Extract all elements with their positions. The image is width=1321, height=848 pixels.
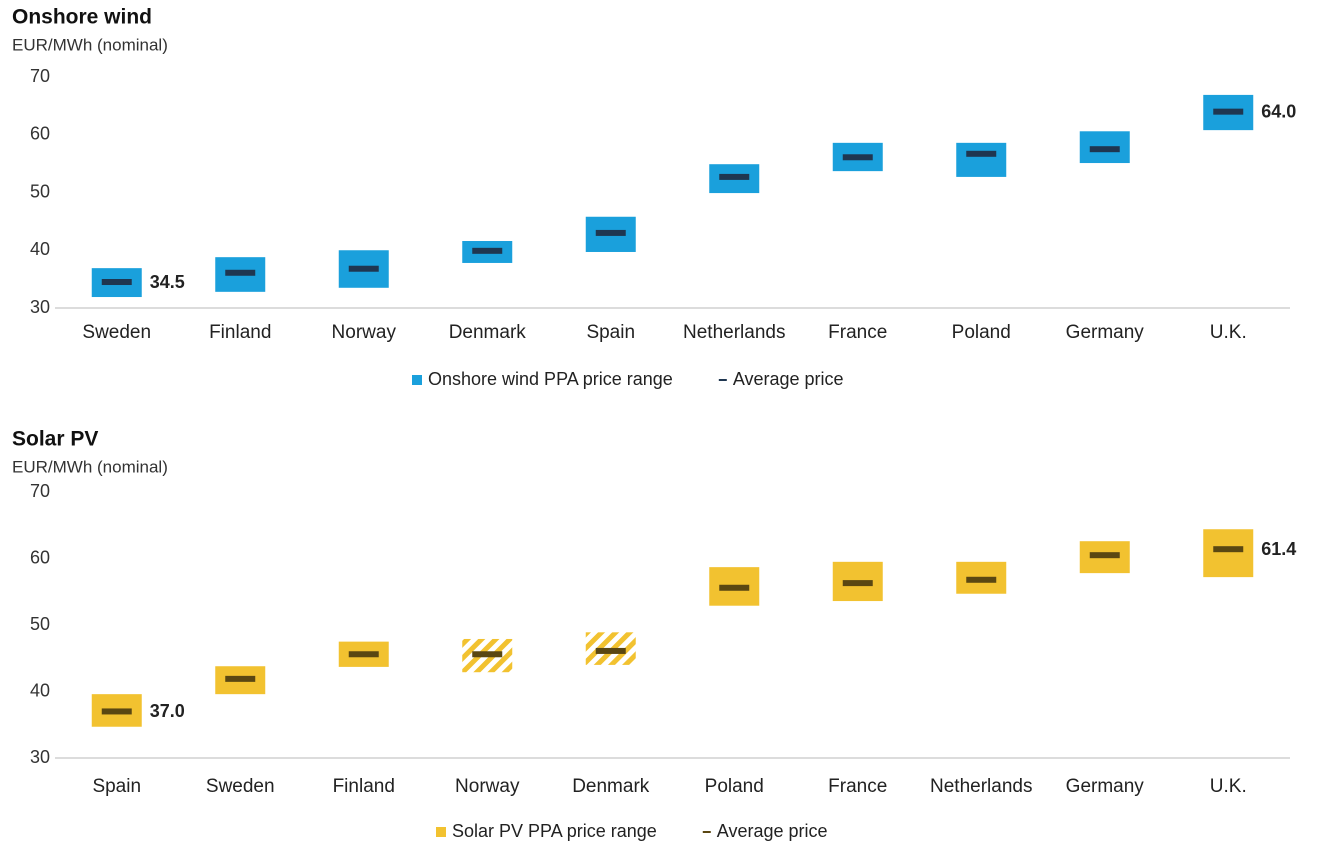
value-label: 34.5 xyxy=(150,272,185,292)
average-marker xyxy=(1213,546,1244,553)
y-tick-label: 50 xyxy=(30,614,50,634)
y-tick-label: 60 xyxy=(30,124,50,144)
x-tick-label: Netherlands xyxy=(683,322,785,343)
x-tick-label: Spain xyxy=(586,322,635,343)
average-marker xyxy=(719,173,750,180)
average-marker xyxy=(225,269,256,276)
x-tick-label: Denmark xyxy=(572,776,650,797)
average-marker xyxy=(101,279,132,286)
x-tick-label: Germany xyxy=(1066,322,1145,343)
range-bar xyxy=(956,142,1007,177)
average-marker xyxy=(1089,146,1120,153)
legend-swatch xyxy=(412,375,422,385)
y-tick-label: 30 xyxy=(30,747,50,767)
x-tick-label: U.K. xyxy=(1210,776,1247,797)
x-tick-label: Sweden xyxy=(206,776,275,797)
average-marker xyxy=(842,580,873,587)
x-tick-label: Norway xyxy=(455,776,520,797)
x-tick-label: Finland xyxy=(333,776,395,797)
x-tick-label: Norway xyxy=(332,322,397,343)
x-tick-label: Spain xyxy=(92,776,141,797)
legend-dash xyxy=(718,379,727,381)
y-tick-label: 40 xyxy=(30,239,50,259)
x-tick-label: Poland xyxy=(952,322,1011,343)
y-tick-label: 40 xyxy=(30,680,50,700)
x-tick-label: Netherlands xyxy=(930,776,1032,797)
value-label: 37.0 xyxy=(150,701,185,721)
x-tick-label: U.K. xyxy=(1210,322,1247,343)
chart-title: Solar PV xyxy=(12,428,98,451)
x-tick-label: France xyxy=(828,776,887,797)
average-marker xyxy=(348,265,379,272)
legend-label: Onshore wind PPA price range xyxy=(428,369,673,389)
range-bar xyxy=(1203,529,1254,578)
legend-swatch xyxy=(436,827,446,837)
y-tick-label: 70 xyxy=(30,481,50,501)
value-label: 64.0 xyxy=(1261,101,1296,121)
legend-label: Solar PV PPA price range xyxy=(452,821,657,841)
average-marker xyxy=(595,229,626,236)
value-label: 61.4 xyxy=(1261,539,1296,559)
average-marker xyxy=(966,576,997,583)
y-axis-label: EUR/MWh (nominal) xyxy=(12,35,168,54)
y-tick-label: 70 xyxy=(30,66,50,86)
average-marker xyxy=(472,247,503,254)
x-tick-label: Poland xyxy=(705,776,764,797)
average-marker xyxy=(719,584,750,591)
average-marker xyxy=(101,708,132,715)
x-tick-label: Germany xyxy=(1066,776,1145,797)
average-marker xyxy=(966,150,997,157)
y-axis-label: EUR/MWh (nominal) xyxy=(12,457,168,476)
x-tick-label: Finland xyxy=(209,322,271,343)
x-tick-label: Sweden xyxy=(82,322,151,343)
y-tick-label: 60 xyxy=(30,547,50,567)
average-marker xyxy=(1213,108,1244,115)
legend-label: Average price xyxy=(717,821,828,841)
legend-dash xyxy=(702,831,711,833)
y-tick-label: 50 xyxy=(30,181,50,201)
average-marker xyxy=(595,647,626,654)
average-marker xyxy=(1089,552,1120,559)
x-tick-label: Denmark xyxy=(449,322,527,343)
y-tick-label: 30 xyxy=(30,297,50,317)
x-tick-label: France xyxy=(828,322,887,343)
average-marker xyxy=(842,154,873,161)
average-marker xyxy=(472,651,503,658)
legend-label: Average price xyxy=(733,369,844,389)
average-marker xyxy=(348,651,379,658)
chart-title: Onshore wind xyxy=(12,6,152,29)
average-marker xyxy=(225,675,256,682)
